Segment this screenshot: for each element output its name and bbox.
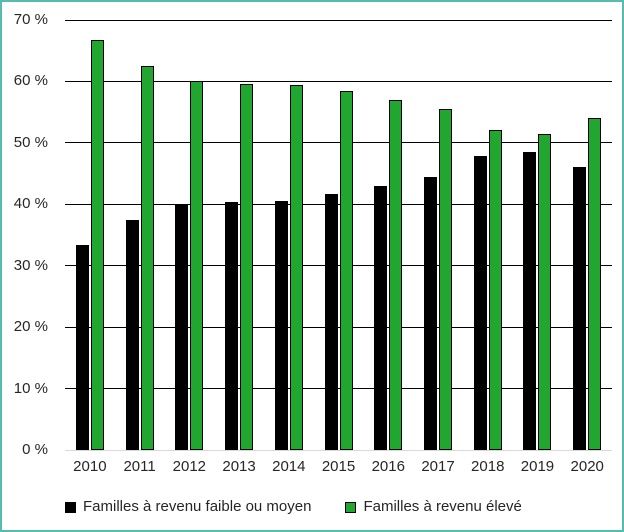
- bar-low-mid-income-2011: [125, 220, 139, 450]
- x-axis-label-2012: 2012: [172, 458, 207, 475]
- bars-container: [65, 20, 612, 450]
- bar-low-mid-income-2015: [324, 194, 338, 450]
- bar-high-income-2020: [588, 118, 602, 450]
- bar-group-2014: [264, 20, 314, 450]
- bar-low-mid-income-2014: [274, 201, 288, 450]
- bar-low-mid-income-2016: [374, 186, 388, 450]
- bar-high-income-2015: [339, 91, 353, 450]
- gridline-40: [65, 203, 612, 205]
- x-axis-label-2019: 2019: [520, 458, 555, 475]
- bar-high-income-2019: [538, 134, 552, 450]
- bar-high-income-2017: [439, 109, 452, 450]
- gridline-60: [65, 80, 612, 82]
- legend-label: Familles à revenu élevé: [363, 498, 522, 515]
- gridline-50: [65, 142, 612, 144]
- x-axis-label-2017: 2017: [421, 458, 455, 475]
- x-axis-label-2020: 2020: [570, 458, 604, 475]
- legend-swatch-icon: [345, 501, 357, 513]
- bar-group-2019: [513, 20, 563, 450]
- bar-low-mid-income-2013: [225, 202, 239, 450]
- x-axis-label-2015: 2015: [321, 458, 356, 475]
- bar-group-2016: [363, 20, 413, 450]
- gridline-30: [65, 265, 612, 267]
- x-axis-label-2014: 2014: [272, 458, 306, 475]
- bar-high-income-2011: [140, 66, 154, 450]
- legend: Familles à revenu faible ou moyen Famille…: [65, 498, 612, 516]
- gridline-10: [65, 388, 612, 390]
- bar-group-2010: [65, 20, 115, 450]
- bar-low-mid-income-2018: [473, 156, 487, 450]
- legend-item-low-mid-income: Familles à revenu faible ou moyen: [65, 498, 311, 516]
- legend-label: Familles à revenu faible ou moyen: [83, 498, 312, 515]
- legend-item-high-income: Familles à revenu élevé: [345, 498, 522, 516]
- x-axis-label-2018: 2018: [471, 458, 505, 475]
- y-axis-tick-label: 60 %: [13, 72, 48, 90]
- bar-group-2020: [562, 20, 612, 450]
- x-axis-label-2010: 2010: [73, 458, 107, 475]
- bar-group-2012: [164, 20, 214, 450]
- bar-group-2015: [314, 20, 364, 450]
- bar-group-2011: [115, 20, 165, 450]
- bar-low-mid-income-2017: [424, 177, 437, 450]
- bar-low-mid-income-2020: [573, 167, 587, 450]
- bar-low-mid-income-2012: [175, 204, 189, 450]
- gridline-20: [65, 326, 612, 328]
- y-axis-tick-label: 10 %: [13, 379, 48, 397]
- y-axis: 70 % 60 % 50 % 40 % 30 % 20 % 10 % 0 %: [2, 11, 51, 458]
- y-axis-tick-label: 20 %: [13, 318, 48, 336]
- bar-low-mid-income-2019: [523, 152, 537, 450]
- y-axis-tick-label: 50 %: [13, 133, 48, 151]
- bar-low-mid-income-2010: [75, 245, 89, 450]
- gridline-70: [65, 19, 612, 21]
- bar-group-2013: [214, 20, 264, 450]
- y-axis-tick-label: 0 %: [22, 441, 48, 458]
- y-axis-tick-label: 30 %: [13, 256, 48, 274]
- bar-group-2018: [463, 20, 513, 450]
- bar-high-income-2014: [289, 85, 303, 450]
- bar-high-income-2013: [240, 84, 254, 450]
- x-axis-label-2016: 2016: [371, 458, 405, 475]
- x-axis: 2010 2011 2012 2013 2014 2015 2016 2017 2018 2019…: [65, 458, 612, 476]
- legend-swatch-icon: [65, 501, 76, 513]
- x-axis-label-2013: 2013: [222, 458, 256, 475]
- plot-area: [65, 19, 612, 451]
- bar-high-income-2018: [488, 130, 502, 450]
- bar-group-2017: [413, 20, 463, 450]
- x-axis-label-2011: 2011: [123, 458, 156, 475]
- y-axis-tick-label: 40 %: [13, 195, 48, 213]
- bar-high-income-2010: [90, 40, 104, 450]
- y-axis-tick-label: 70 %: [13, 11, 48, 28]
- bar-high-income-2012: [190, 81, 204, 450]
- bar-high-income-2016: [389, 100, 403, 450]
